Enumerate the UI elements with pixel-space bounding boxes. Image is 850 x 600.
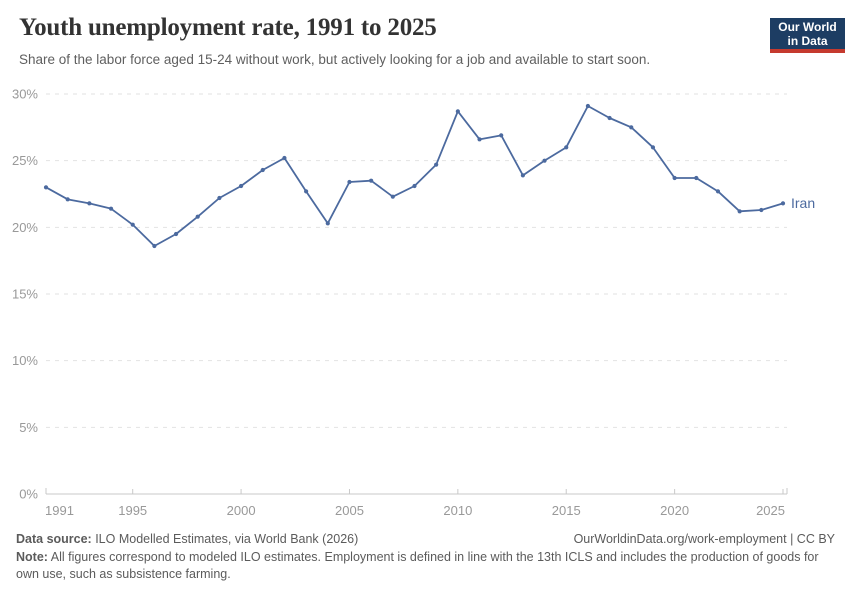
y-axis-label: 10%: [12, 353, 38, 368]
data-point: [629, 125, 634, 130]
data-point: [499, 133, 504, 138]
data-point: [585, 103, 591, 109]
data-point: [412, 183, 417, 189]
data-point: [694, 175, 699, 181]
data-point: [260, 167, 265, 173]
data-point: [477, 137, 482, 142]
x-axis-label: 2005: [335, 503, 364, 518]
y-axis-label: 0%: [19, 487, 38, 502]
owid-logo-line2: in Data: [787, 34, 828, 48]
data-point: [650, 145, 656, 150]
data-point: [564, 145, 569, 150]
y-axis-label: 5%: [19, 420, 38, 435]
data-point: [87, 201, 92, 206]
data-point: [347, 179, 352, 185]
note-text: All figures correspond to modeled ILO es…: [16, 550, 819, 581]
x-axis-label: 2025: [756, 503, 785, 518]
data-point: [238, 183, 244, 189]
data-point: [130, 222, 135, 227]
x-axis-label: 2000: [227, 503, 256, 518]
data-point: [43, 185, 49, 190]
chart-footer: Data source: ILO Modelled Estimates, via…: [16, 531, 835, 583]
data-point: [520, 173, 525, 178]
data-point: [672, 175, 677, 181]
series-label-iran: Iran: [791, 195, 815, 211]
data-point: [390, 194, 395, 199]
x-axis-label: 2020: [660, 503, 689, 518]
page-title: Youth unemployment rate, 1991 to 2025: [19, 14, 437, 41]
data-point: [542, 158, 547, 163]
data-point: [65, 197, 70, 202]
data-point: [108, 206, 114, 211]
x-axis-label: 1991: [45, 503, 74, 518]
owid-url-link[interactable]: OurWorldinData.org/work-employment | CC …: [573, 532, 835, 546]
data-source: Data source: ILO Modelled Estimates, via…: [16, 531, 358, 548]
data-point: [173, 231, 179, 237]
data-point: [304, 189, 309, 194]
data-point: [455, 109, 460, 114]
owid-logo-line1: Our World: [778, 20, 837, 34]
data-point: [282, 155, 287, 161]
data-point: [195, 214, 200, 219]
note: Note: All figures correspond to modeled …: [16, 549, 835, 583]
data-point: [325, 221, 330, 226]
data-point: [737, 209, 742, 214]
data-point: [152, 243, 157, 249]
owid-logo[interactable]: Our World in Data: [770, 18, 845, 53]
y-axis-label: 30%: [12, 87, 38, 102]
note-label: Note:: [16, 550, 48, 564]
chart-subtitle: Share of the labor force aged 15-24 with…: [19, 52, 651, 67]
y-axis-label: 25%: [12, 153, 38, 168]
data-point: [434, 162, 439, 167]
data-point: [217, 195, 222, 201]
data-point: [715, 189, 721, 194]
x-axis-label: 1995: [118, 503, 147, 518]
x-axis-label: 2015: [552, 503, 581, 518]
y-axis-label: 20%: [12, 220, 38, 235]
plot-area[interactable]: [46, 82, 787, 494]
data-point: [780, 201, 786, 206]
x-axis-label: 2010: [443, 503, 472, 518]
data-point: [607, 115, 612, 121]
data-point: [369, 178, 374, 183]
y-axis-label: 15%: [12, 287, 38, 302]
data-point: [759, 207, 764, 213]
data-source-text: ILO Modelled Estimates, via World Bank (…: [91, 532, 359, 546]
data-source-label: Data source:: [16, 532, 92, 546]
